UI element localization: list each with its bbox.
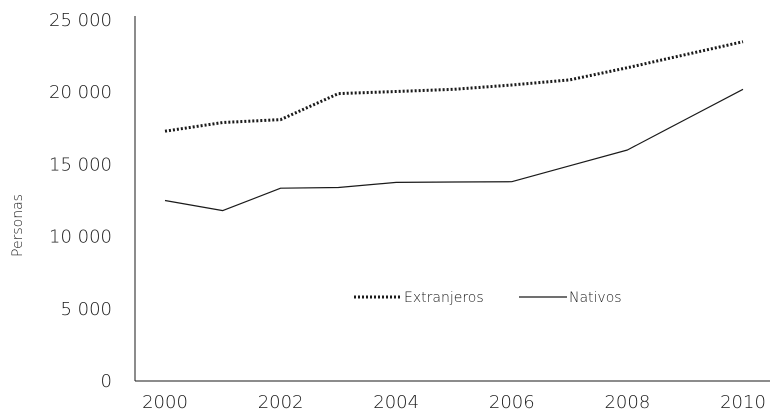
y-tick-label: 25 000: [49, 10, 112, 31]
x-tick-label: 2000: [142, 392, 188, 413]
y-axis-ticks: 0 5 000 10 000 15 000 20 000 25 000: [49, 10, 112, 392]
legend: Extranjeros Nativos: [354, 290, 622, 306]
x-tick-label: 2008: [604, 392, 650, 413]
y-axis-title: Personas: [10, 194, 26, 257]
series-line-extranjeros: [164, 40, 744, 133]
y-tick-label: 20 000: [49, 82, 112, 103]
legend-label-nativos: Nativos: [569, 290, 622, 306]
x-tick-label: 2010: [720, 392, 766, 413]
y-tick-label: 5 000: [60, 299, 112, 320]
y-tick-label: 10 000: [49, 227, 112, 248]
x-tick-label: 2002: [258, 392, 304, 413]
series-line-nativos: [164, 88, 744, 212]
x-tick-label: 2006: [489, 392, 535, 413]
y-tick-label: 0: [101, 371, 112, 392]
legend-label-extranjeros: Extranjeros: [404, 290, 484, 306]
x-axis-ticks: 2000 2002 2004 2006 2008 2010: [142, 392, 766, 413]
y-tick-label: 15 000: [49, 154, 112, 175]
x-tick-label: 2004: [373, 392, 419, 413]
series-lines: [164, 40, 744, 212]
axes: [134, 16, 770, 382]
